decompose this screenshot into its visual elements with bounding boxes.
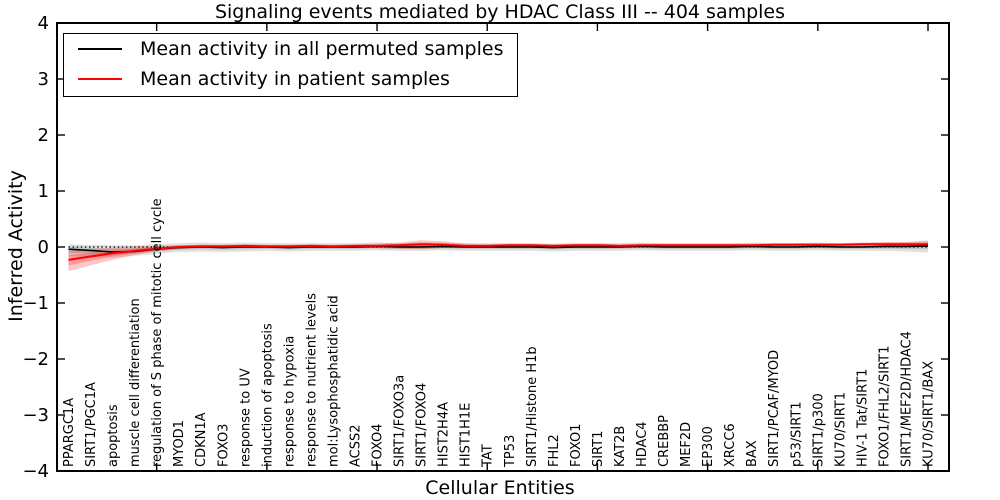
x-tick-label: CDKN1A: [194, 412, 209, 467]
x-tick-label: MYOD1: [172, 420, 187, 467]
x-tick-label: KU70/SIRT1: [833, 392, 848, 467]
x-tick-label: KAT2B: [613, 426, 628, 467]
chart-title: Signaling events mediated by HDAC Class …: [214, 1, 786, 23]
legend: Mean activity in all permuted samples Me…: [63, 33, 518, 97]
legend-item-permuted: Mean activity in all permuted samples: [64, 34, 517, 64]
y-tick-label: −4: [22, 461, 49, 482]
patient-line-sample: [78, 78, 122, 80]
x-tick-label: apoptosis: [106, 404, 121, 467]
x-tick-label: induction of apoptosis: [260, 323, 275, 467]
x-tick-label: FHL2: [547, 434, 562, 467]
x-tick-label: TAT: [481, 444, 496, 468]
x-tick-label: HIST1H1E: [459, 403, 474, 467]
x-tick-label: FOXO1: [569, 424, 584, 467]
x-tick-label: SIRT1/MEF2D/HDAC4: [899, 331, 914, 467]
x-tick-label: CREBBP: [657, 415, 672, 467]
x-tick-label: ACSS2: [349, 424, 364, 467]
x-tick-label: SIRT1: [591, 431, 606, 467]
x-tick-label: KU70/SIRT1/BAX: [922, 361, 937, 467]
x-axis-label: Cellular Entities: [425, 477, 575, 499]
x-tick-label: FOXO4: [371, 424, 386, 467]
y-tick-label: −3: [22, 405, 49, 426]
y-tick-label: 3: [38, 69, 49, 90]
y-tick-label: 1: [38, 181, 49, 202]
x-tick-label: HIST2H4A: [437, 402, 452, 467]
x-tick-label: muscle cell differentiation: [128, 298, 143, 467]
x-tick-label: FOXO3: [216, 424, 231, 467]
x-tick-label: SIRT1/PCAF/MYOD: [767, 350, 782, 467]
x-tick-label: response to hypoxia: [282, 336, 297, 467]
y-tick-label: −2: [22, 349, 49, 370]
x-tick-label: response to nutrient levels: [304, 293, 319, 467]
permuted-line-sample: [78, 48, 122, 50]
x-tick-label: XRCC6: [723, 423, 738, 467]
x-tick-label: SIRT1/Histone H1b: [525, 346, 540, 467]
legend-label-permuted: Mean activity in all permuted samples: [140, 38, 504, 60]
y-axis-label: Inferred Activity: [5, 170, 27, 322]
x-tick-label: HDAC4: [635, 421, 650, 467]
x-tick-label: SIRT1/FOXO3a: [393, 375, 408, 467]
x-tick-label: SIRT1/FOXO4: [415, 383, 430, 467]
y-tick-label: 4: [38, 13, 49, 34]
x-tick-label: regulation of S phase of mitotic cell cy…: [150, 198, 165, 467]
x-tick-label: SIRT1/p300: [811, 393, 826, 467]
x-tick-label: TP53: [503, 435, 518, 468]
patient-mean-line: [68, 243, 928, 261]
x-tick-label: BAX: [745, 440, 760, 467]
legend-label-patient: Mean activity in patient samples: [140, 68, 450, 90]
y-tick-label: 2: [38, 125, 49, 146]
x-tick-label: EP300: [701, 426, 716, 467]
legend-item-patient: Mean activity in patient samples: [64, 64, 517, 94]
x-tick-label: p53/SIRT1: [789, 401, 804, 467]
x-tick-label: PPARGC1A: [62, 398, 77, 467]
x-tick-label: HIV-1 Tat/SIRT1: [855, 369, 870, 467]
y-tick-label: −1: [22, 293, 49, 314]
x-tick-label: SIRT1/PGC1A: [84, 382, 99, 467]
y-tick-label: 0: [38, 237, 49, 258]
x-tick-label: MEF2D: [679, 422, 694, 467]
x-tick-label: response to UV: [238, 368, 253, 467]
x-tick-label: FOXO1/FHL2/SIRT1: [877, 346, 892, 467]
x-tick-label: mol:Lysophosphatidic acid: [326, 295, 341, 467]
